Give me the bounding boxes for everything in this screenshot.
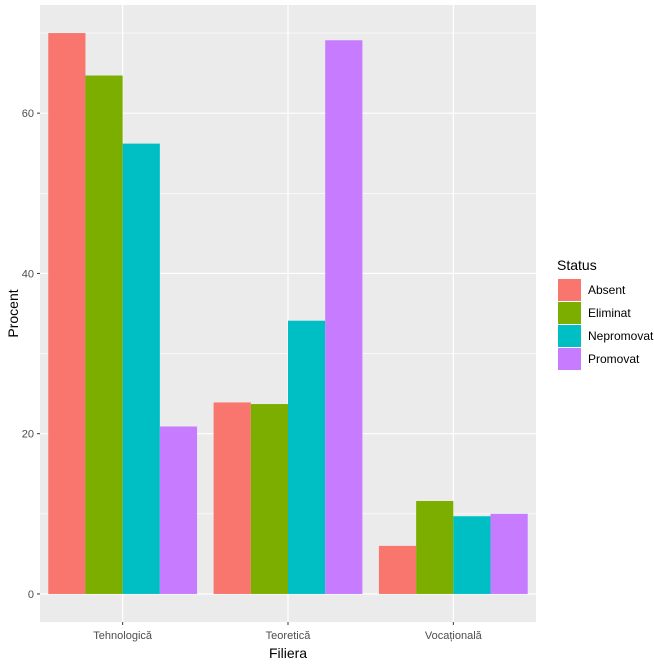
legend-key-promovat — [558, 348, 581, 370]
legend-key-nepromovat — [558, 325, 581, 347]
bar-absent-2 — [213, 402, 251, 594]
y-axis-title: Procent — [5, 289, 21, 337]
bar-eliminat-2 — [250, 404, 288, 594]
bar-promovat-2 — [325, 40, 363, 594]
y-axis: 0 20 40 60 — [22, 108, 40, 601]
bar-nepromovat-1 — [122, 143, 160, 594]
y-tick-label: 60 — [22, 108, 34, 120]
bar-nepromovat-2 — [288, 320, 326, 594]
bar-absent-3 — [378, 545, 417, 594]
legend-title: Status — [557, 257, 597, 273]
bar-eliminat-1 — [85, 75, 123, 594]
y-tick-label: 40 — [22, 268, 34, 280]
legend-label-promovat: Promovat — [588, 352, 640, 366]
bar-eliminat-3 — [416, 501, 454, 594]
legend-label-nepromovat: Nepromovat — [588, 329, 654, 343]
y-tick-label: 20 — [22, 429, 34, 441]
x-tick-label: Tehnologică — [93, 630, 153, 642]
legend-label-absent: Absent — [588, 283, 626, 297]
legend-key-eliminat — [558, 302, 581, 324]
x-axis: Tehnologică Teoretică Vocațională — [93, 622, 483, 642]
bar-absent-1 — [48, 33, 86, 594]
bar-promovat-3 — [490, 513, 528, 594]
legend: Status Absent Eliminat Nepromovat Promovat — [557, 257, 654, 370]
x-tick-label: Vocațională — [425, 630, 483, 642]
legend-key-absent — [558, 279, 581, 301]
y-tick-label: 0 — [28, 589, 34, 601]
plot-panel — [40, 5, 536, 622]
x-tick-label: Teoretică — [266, 630, 312, 642]
legend-label-eliminat: Eliminat — [588, 306, 631, 320]
x-axis-title: Filiera — [269, 645, 307, 661]
bar-promovat-1 — [159, 426, 198, 594]
bar-nepromovat-3 — [453, 516, 491, 594]
